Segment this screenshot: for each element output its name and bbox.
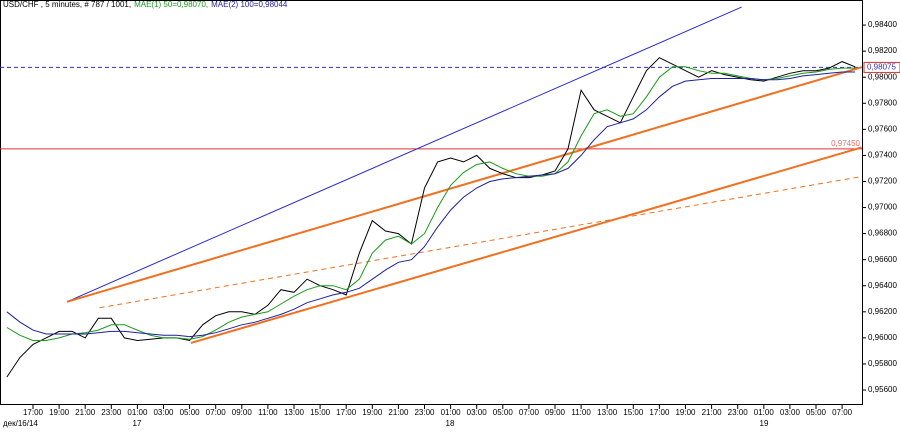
moving-average <box>6 71 856 338</box>
x-tick-label: 01:00 <box>441 408 462 417</box>
x-tick-label: 19:00 <box>362 408 383 417</box>
x-tick-label: 21:00 <box>388 408 409 417</box>
x-tick-label: 03:00 <box>780 408 801 417</box>
chart-header: USD/CHF , 5 minutes, # 787 / 1001, MAE(1)… <box>3 0 288 9</box>
x-tick-label: 05:00 <box>806 408 827 417</box>
day-label: 18 <box>446 419 455 428</box>
x-tick-label: 07:00 <box>519 408 540 417</box>
y-tick-label: 0,97000 <box>868 203 897 212</box>
y-tick-label: 0,96400 <box>868 281 897 290</box>
y-tick-label: 0,98000 <box>868 72 897 81</box>
x-tick-label: 15:00 <box>623 408 644 417</box>
y-tick-label: 0,98200 <box>868 46 897 55</box>
y-tick-label: 0,97600 <box>868 124 897 133</box>
y-tick-label: 0,97800 <box>868 98 897 107</box>
x-tick-label: 15:00 <box>310 408 331 417</box>
x-tick-label: 01:00 <box>754 408 775 417</box>
x-tick-label: 01:00 <box>127 408 148 417</box>
x-tick-label: 09:00 <box>545 408 566 417</box>
x-tick-label: 05:00 <box>493 408 514 417</box>
level-label-box <box>863 61 900 73</box>
x-tick-label: 17:00 <box>23 408 44 417</box>
x-tick-label: 19:00 <box>675 408 696 417</box>
x-tick-label: 03:00 <box>153 408 174 417</box>
day-label: дек/16/14 <box>3 419 38 428</box>
x-tick-label: 19:00 <box>49 408 70 417</box>
level-label: 0,98075 <box>867 63 896 72</box>
trendline <box>66 6 742 303</box>
x-tick-label: 13:00 <box>597 408 618 417</box>
y-tick-label: 0,95600 <box>868 385 897 394</box>
x-tick-label: 17:00 <box>336 408 357 417</box>
x-tick-label: 03:00 <box>467 408 488 417</box>
x-tick-label: 23:00 <box>101 408 122 417</box>
day-label: 19 <box>760 419 769 428</box>
chart-title: USD/CHF , 5 minutes, # 787 / 1001, <box>3 0 131 9</box>
y-tick-label: 0,96200 <box>868 307 897 316</box>
trendline <box>190 146 862 344</box>
x-tick-label: 17:00 <box>649 408 670 417</box>
y-tick-label: 0,95800 <box>868 359 897 368</box>
y-tick-label: 0,98400 <box>868 20 897 29</box>
x-tick-label: 11:00 <box>258 408 278 417</box>
y-tick-label: 0,96000 <box>868 333 897 342</box>
x-tick-label: 21:00 <box>702 408 723 417</box>
x-tick-label: 23:00 <box>728 408 749 417</box>
legend-entry: MAE(1) 50=0,98070, <box>134 0 208 9</box>
x-tick-label: 11:00 <box>571 408 591 417</box>
trendline <box>66 66 862 303</box>
y-tick-label: 0,97400 <box>868 151 897 160</box>
x-tick-label: 07:00 <box>206 408 227 417</box>
x-tick-label: 05:00 <box>180 408 201 417</box>
plot-frame <box>0 0 863 405</box>
x-tick-label: 13:00 <box>284 408 305 417</box>
y-tick-label: 0,96800 <box>868 229 897 238</box>
x-tick-label: 21:00 <box>75 408 96 417</box>
moving-average <box>6 66 856 341</box>
day-label: 17 <box>133 419 142 428</box>
price-line <box>6 57 856 378</box>
legend-entry: MAE(2) 100=0,98044 <box>211 0 288 9</box>
y-tick-label: 0,96600 <box>868 255 897 264</box>
x-tick-label: 07:00 <box>832 408 853 417</box>
x-tick-label: 23:00 <box>414 408 435 417</box>
level-label: 0,97450 <box>831 139 860 148</box>
trendline <box>99 176 862 309</box>
x-tick-label: 09:00 <box>232 408 253 417</box>
y-tick-label: 0,97200 <box>868 177 897 186</box>
